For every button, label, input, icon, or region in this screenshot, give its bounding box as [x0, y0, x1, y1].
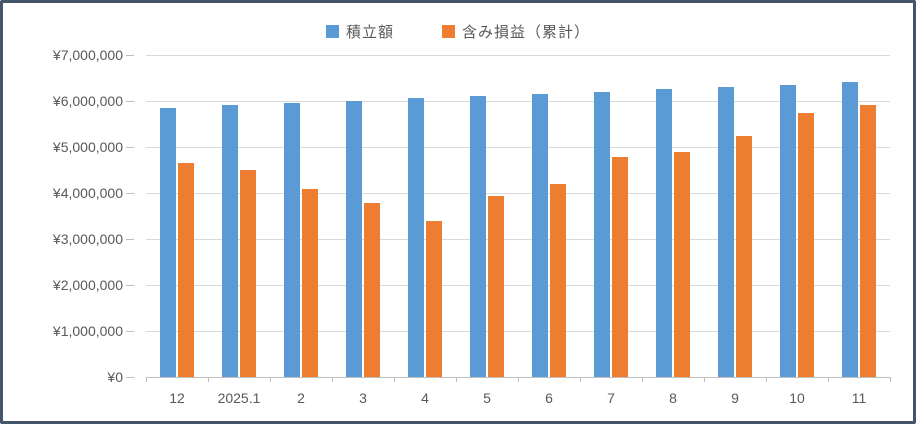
- bar-tsumitate-5: [470, 96, 486, 377]
- bar-fukumi-6: [550, 183, 566, 377]
- x-axis-tick: [580, 376, 581, 382]
- bar-fukumi-11: [860, 104, 876, 377]
- plot-area: ¥0 ¥1,000,000 ¥2,000,000 ¥3,000,000 ¥4,000,0…: [3, 3, 916, 427]
- gridline: [146, 146, 890, 148]
- gridline: [146, 238, 890, 240]
- bar-tsumitate-7: [594, 91, 610, 377]
- x-axis-label: 2025.1: [217, 390, 261, 406]
- x-axis-tick: [270, 376, 271, 382]
- x-axis-tick: [456, 376, 457, 382]
- chart-legend: 積立額 含み損益（累計）: [3, 21, 913, 42]
- legend-item-tsumitate: 積立額: [325, 21, 394, 42]
- x-axis-tick: [332, 376, 333, 382]
- y-axis-label: ¥3,000,000: [52, 230, 123, 247]
- y-axis-label: ¥2,000,000: [52, 276, 123, 293]
- bar-fukumi-4: [426, 221, 442, 377]
- x-axis-label: 5: [483, 390, 491, 406]
- x-axis-tick: [394, 376, 395, 382]
- legend-item-fukumi-soneki: 含み損益（累計）: [442, 21, 590, 42]
- x-axis-label: 4: [421, 390, 429, 406]
- bar-fukumi-12: [178, 162, 194, 377]
- legend-label-tsumitate: 積立額: [345, 24, 394, 41]
- y-axis-tick: [126, 330, 134, 332]
- x-axis-label: 12: [169, 390, 185, 406]
- bar-fukumi-3: [364, 202, 380, 377]
- y-axis-label: ¥0: [107, 368, 123, 385]
- y-axis-label: ¥5,000,000: [52, 138, 123, 155]
- legend-swatch-blue-icon: [325, 25, 339, 38]
- y-axis-label: ¥6,000,000: [52, 92, 123, 109]
- legend-swatch-orange-icon: [442, 25, 455, 38]
- y-axis-tick: [126, 146, 134, 148]
- x-axis-tick: [890, 376, 891, 382]
- x-axis-tick: [828, 376, 829, 382]
- x-axis-label: 8: [669, 390, 677, 406]
- gridline: [146, 54, 890, 56]
- bar-tsumitate-4: [408, 98, 424, 377]
- x-axis-label: 2: [297, 390, 305, 406]
- bar-tsumitate-2: [284, 103, 300, 377]
- x-axis-label: 9: [731, 390, 739, 406]
- gridline: [146, 192, 890, 194]
- x-axis-tick: [642, 376, 643, 382]
- x-axis-label: 3: [359, 390, 367, 406]
- x-axis-tick: [208, 376, 209, 382]
- bar-tsumitate-10: [780, 84, 796, 377]
- y-axis-tick: [126, 284, 134, 286]
- bar-fukumi-5: [488, 196, 504, 377]
- bar-fukumi-2: [302, 189, 318, 377]
- legend-label-fukumi-soneki: 含み損益（累計）: [462, 24, 591, 41]
- y-axis-tick: [126, 54, 134, 56]
- bar-tsumitate-11: [842, 82, 858, 377]
- bar-fukumi-10: [798, 113, 814, 377]
- x-axis-tick: [518, 376, 519, 382]
- x-axis-tick: [704, 376, 705, 382]
- bar-tsumitate-6: [532, 93, 548, 377]
- y-axis-label: ¥4,000,000: [52, 184, 123, 201]
- bar-tsumitate-9: [718, 86, 734, 377]
- gridline: [146, 100, 890, 102]
- y-axis-tick: [126, 376, 134, 378]
- bar-fukumi-7: [612, 156, 628, 377]
- bar-tsumitate-8: [656, 89, 672, 377]
- x-axis-tick: [146, 376, 147, 382]
- y-axis-label: ¥1,000,000: [52, 322, 123, 339]
- y-axis-tick: [126, 238, 134, 240]
- x-axis-tick: [766, 376, 767, 382]
- y-axis-tick: [126, 192, 134, 194]
- gridline: [146, 330, 890, 332]
- bar-tsumitate-3: [346, 100, 362, 377]
- bar-fukumi-2025.1: [240, 169, 256, 377]
- y-axis-label: ¥7,000,000: [52, 46, 123, 63]
- x-axis-label: 10: [789, 390, 805, 406]
- bar-fukumi-8: [674, 152, 690, 377]
- gridline: [146, 284, 890, 286]
- bar-tsumitate-12: [160, 107, 176, 377]
- x-axis-label: 11: [851, 390, 867, 406]
- bar-tsumitate-2025.1: [222, 105, 238, 377]
- x-axis-label: 7: [607, 390, 615, 406]
- y-axis-tick: [126, 100, 134, 102]
- x-axis-label: 6: [545, 390, 553, 406]
- bar-fukumi-9: [736, 135, 752, 377]
